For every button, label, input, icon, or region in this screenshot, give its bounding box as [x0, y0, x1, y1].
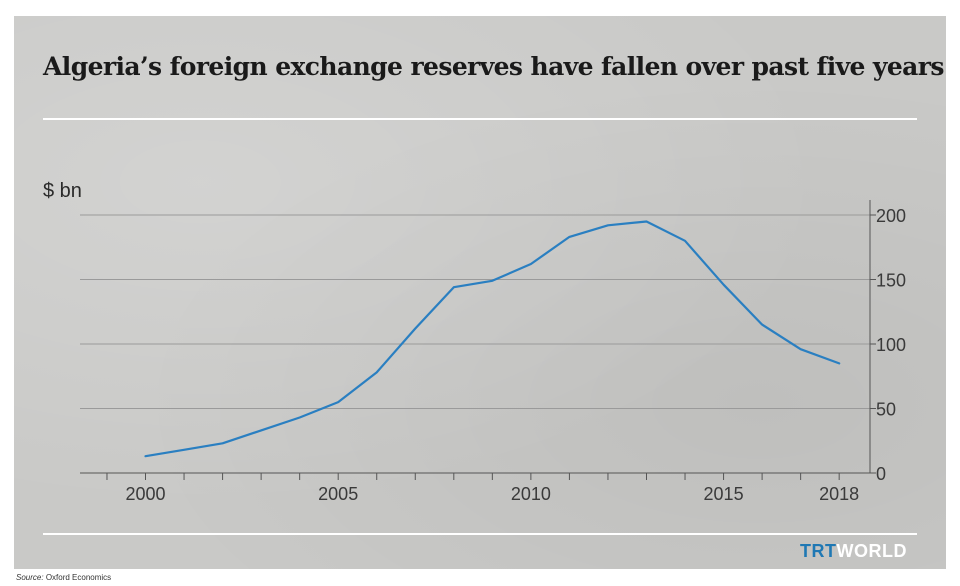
x-tick-label-2005: 2005	[318, 484, 358, 504]
series-line-0	[144, 220, 841, 458]
y-tick-label-200: 200	[876, 206, 906, 226]
y-tick-label-100: 100	[876, 335, 906, 355]
source-label: Source:	[16, 573, 44, 582]
y-tick-label-0: 0	[876, 464, 886, 484]
x-tick-label-2010: 2010	[511, 484, 551, 504]
x-axis-ticks: 2000 2005 2010 2015 2018	[106, 473, 859, 504]
chart-panel	[14, 16, 946, 569]
x-tick-label-2015: 2015	[704, 484, 744, 504]
footer-divider	[43, 533, 917, 535]
y-axis-ticks: 0 50 100 150 200	[870, 206, 906, 484]
y-axis-unit-label: $ bn	[43, 180, 82, 202]
source-name: Oxford Economics	[45, 573, 112, 582]
x-tick-label-2000: 2000	[125, 484, 165, 504]
y-tick-label-150: 150	[876, 271, 906, 291]
chart-title: Algeria’s foreign exchange reserves have…	[43, 52, 944, 81]
brand-logo: TRTWORLD	[800, 541, 907, 562]
axes	[80, 200, 871, 474]
grid-lines	[80, 214, 870, 409]
title-divider	[43, 118, 917, 120]
logo-part-world: WORLD	[836, 541, 907, 561]
source-note: Source: Oxford Economics	[16, 573, 111, 582]
y-tick-label-50: 50	[876, 400, 896, 420]
series-group	[144, 220, 841, 458]
x-tick-label-2018: 2018	[819, 484, 859, 504]
logo-part-trt: TRT	[800, 541, 837, 561]
